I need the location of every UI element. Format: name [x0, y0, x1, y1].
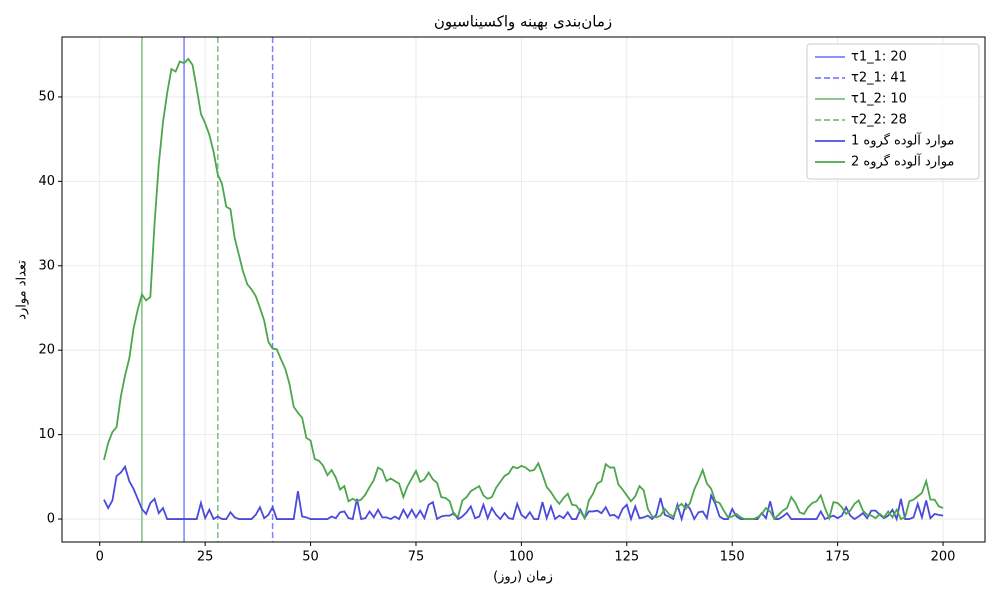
- x-tick-label: 150: [720, 550, 745, 565]
- y-tick-label: 50: [38, 89, 55, 104]
- legend-label: موارد آلوده گروه 1: [851, 132, 954, 149]
- y-axis-label: تعداد موارد: [15, 260, 30, 320]
- series-line: [103, 57, 944, 521]
- x-tick-label: 175: [825, 550, 850, 565]
- x-tick-label: 75: [408, 550, 425, 565]
- x-tick-label: 100: [509, 550, 534, 565]
- legend: τ1_1: 20 τ2_1: 41 τ1_2: 10 τ2_2: 28 موارد آل…: [806, 43, 980, 180]
- chart-title: زمان‌بندی بهینه واکسیناسیون: [434, 13, 612, 31]
- legend-label: τ1_2: 10: [851, 92, 907, 107]
- legend-label: موارد آلوده گروه 2: [851, 153, 954, 170]
- x-axis-label: زمان (روز): [493, 570, 553, 585]
- y-tick-label: 20: [38, 343, 55, 358]
- y-tick-label: 10: [38, 427, 55, 442]
- y-tick-label: 0: [47, 512, 55, 527]
- x-tick-label: 125: [614, 550, 639, 565]
- x-tick-label: 50: [302, 550, 319, 565]
- series-line: [103, 464, 944, 523]
- y-tick-label: 30: [38, 258, 55, 273]
- legend-label: τ1_1: 20: [851, 50, 907, 65]
- legend-box: [806, 43, 980, 180]
- x-tick-label: 200: [931, 550, 956, 565]
- x-tick-label: 0: [96, 550, 104, 565]
- legend-label: τ2_2: 28: [851, 113, 907, 128]
- x-tick-label: 25: [197, 550, 214, 565]
- y-tick-label: 40: [38, 174, 55, 189]
- plot-frame: [61, 36, 986, 543]
- legend-label: τ2_1: 41: [851, 71, 907, 86]
